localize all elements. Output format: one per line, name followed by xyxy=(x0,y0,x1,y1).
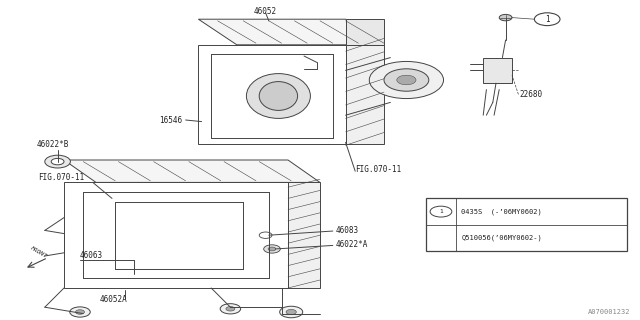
Circle shape xyxy=(499,14,512,21)
Polygon shape xyxy=(64,182,288,288)
Text: FRONT: FRONT xyxy=(29,246,48,260)
Text: FIG.070-11: FIG.070-11 xyxy=(38,173,84,182)
Circle shape xyxy=(76,310,84,314)
Circle shape xyxy=(384,69,429,91)
Polygon shape xyxy=(346,45,384,144)
Circle shape xyxy=(397,75,416,85)
Text: 46022*A: 46022*A xyxy=(336,240,369,249)
Circle shape xyxy=(286,309,296,315)
Polygon shape xyxy=(346,19,384,45)
Text: 46022*B: 46022*B xyxy=(37,140,70,149)
Polygon shape xyxy=(198,45,346,144)
Circle shape xyxy=(220,304,241,314)
Polygon shape xyxy=(483,58,512,83)
Text: Q510056(’06MY0602-): Q510056(’06MY0602-) xyxy=(461,235,542,241)
Circle shape xyxy=(268,247,276,251)
Ellipse shape xyxy=(259,82,298,110)
Text: 16546: 16546 xyxy=(159,116,182,124)
Circle shape xyxy=(264,245,280,253)
Ellipse shape xyxy=(246,74,310,118)
Bar xyxy=(426,198,627,251)
Text: 46063: 46063 xyxy=(80,252,103,260)
Text: A070001232: A070001232 xyxy=(588,309,630,315)
Text: FIG.070-11: FIG.070-11 xyxy=(355,165,401,174)
Circle shape xyxy=(45,155,70,168)
Polygon shape xyxy=(198,19,384,45)
Circle shape xyxy=(280,306,303,318)
Text: 22680: 22680 xyxy=(520,90,543,99)
Text: 46052A: 46052A xyxy=(99,295,127,304)
Text: 1: 1 xyxy=(439,209,443,214)
Polygon shape xyxy=(288,182,320,288)
Text: 46052: 46052 xyxy=(254,7,277,16)
Circle shape xyxy=(369,61,444,99)
Circle shape xyxy=(226,307,235,311)
Circle shape xyxy=(70,307,90,317)
Polygon shape xyxy=(64,160,320,182)
Text: 0435S  (-’06MY0602): 0435S (-’06MY0602) xyxy=(461,208,542,215)
Text: 46083: 46083 xyxy=(336,226,359,235)
Circle shape xyxy=(51,158,64,165)
Text: 1: 1 xyxy=(545,15,550,24)
